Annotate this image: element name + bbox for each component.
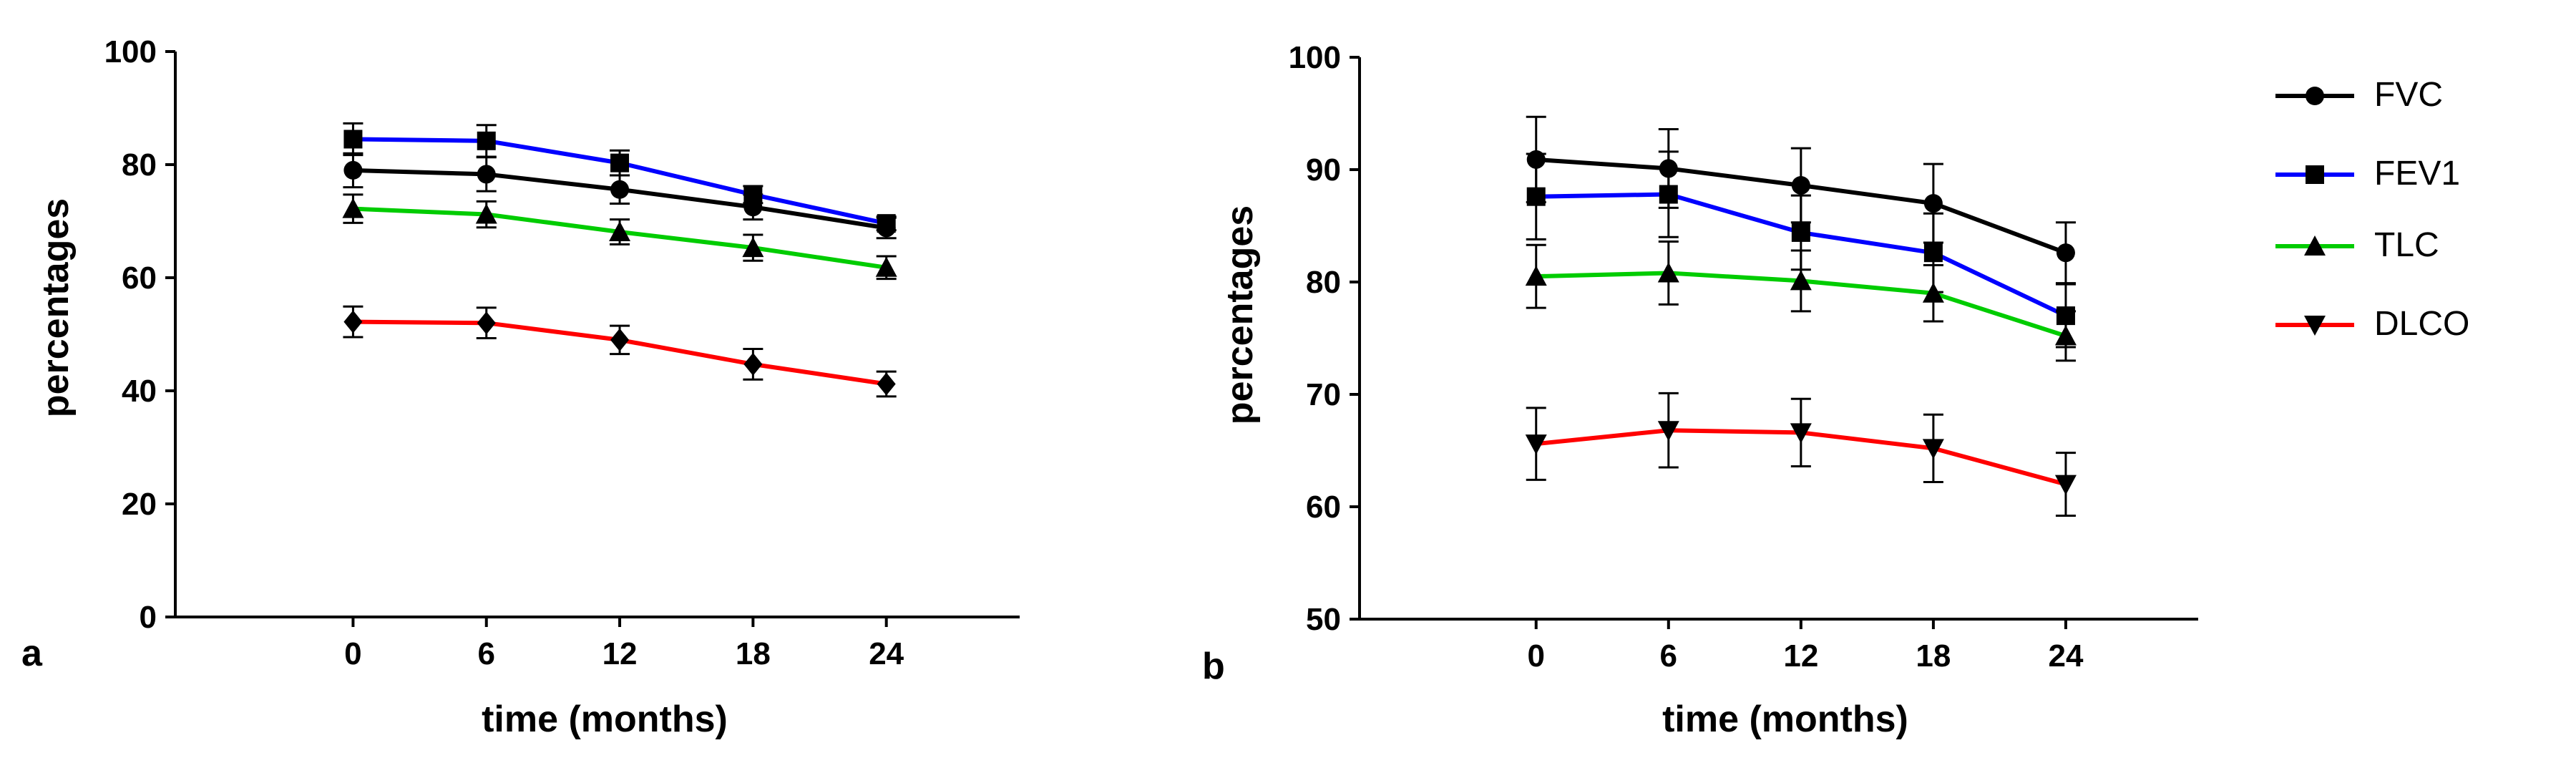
data-point (610, 328, 630, 351)
data-point (1790, 270, 1812, 291)
y-axis-label: percentages (1219, 205, 1261, 424)
x-tick-label: 6 (1660, 638, 1677, 674)
legend-item-fev1 (2275, 165, 2354, 184)
panel-label-b: b (1202, 646, 1225, 687)
series-fev1 (343, 122, 897, 233)
data-point (1790, 423, 1812, 444)
x-tick-label: 24 (2048, 638, 2083, 674)
legend-label-fvc: FVC (2374, 76, 2443, 114)
legend-item-dlco (2275, 316, 2354, 336)
data-point (2054, 325, 2077, 346)
x-tick-label: 12 (1783, 638, 1818, 674)
data-point (1525, 434, 1547, 455)
y-tick-label: 40 (122, 374, 157, 409)
chart-panel-a: a time (months) percentages 020406080100… (21, 34, 1020, 740)
data-point (477, 311, 496, 335)
data-point (875, 256, 897, 277)
legend: FVC FEV1 TLC DLCO (2275, 76, 2469, 343)
y-tick-label: 60 (122, 261, 157, 296)
x-tick-label: 18 (736, 636, 771, 671)
series-dlco (343, 305, 897, 398)
y-tick-label: 50 (1306, 602, 1341, 637)
data-point (1657, 421, 1679, 442)
legend-label-dlco: DLCO (2374, 305, 2469, 343)
data-point (1791, 175, 1810, 195)
data-point (610, 180, 630, 199)
legend-label-fev1: FEV1 (2374, 155, 2460, 193)
data-point (343, 130, 363, 149)
x-tick-label: 12 (602, 636, 638, 671)
data-point (877, 214, 896, 233)
x-axis-label: time (months) (482, 699, 728, 740)
data-point (1923, 194, 1943, 213)
y-tick-label: 20 (122, 487, 157, 522)
legend-marker (2304, 316, 2326, 336)
y-tick-label: 80 (122, 147, 157, 183)
data-point (343, 160, 363, 180)
x-axis-label: time (months) (1662, 699, 1908, 740)
y-tick-label: 70 (1306, 377, 1341, 412)
data-point (343, 310, 363, 334)
y-tick-label: 100 (1289, 40, 1341, 75)
data-point (743, 352, 763, 376)
chart-panel-b: b time (months) percentages 506070809010… (1202, 40, 2198, 740)
data-point (1659, 185, 1678, 204)
data-point (475, 203, 497, 224)
data-point (1657, 262, 1679, 283)
data-point (2054, 475, 2077, 495)
y-axis-label: percentages (35, 198, 77, 417)
data-point (2056, 243, 2075, 263)
data-point (1525, 266, 1547, 286)
series-dlco (1525, 392, 2077, 517)
data-point (610, 153, 630, 172)
data-point (1922, 282, 1944, 303)
data-point (1791, 223, 1810, 242)
y-tick-label: 60 (1306, 490, 1341, 525)
x-tick-label: 6 (477, 636, 494, 671)
data-point (877, 372, 896, 396)
data-point (477, 165, 496, 184)
x-tick-label: 0 (1527, 638, 1544, 674)
legend-item-tlc (2275, 235, 2354, 256)
legend-marker (2304, 235, 2326, 256)
y-tick-label: 0 (140, 600, 157, 635)
series-fvc (343, 152, 897, 240)
data-point (609, 221, 631, 242)
legend-marker (2306, 165, 2324, 184)
y-tick-label: 90 (1306, 152, 1341, 188)
series-tlc (342, 193, 897, 281)
legend-label-tlc: TLC (2374, 226, 2439, 264)
x-tick-label: 18 (1916, 638, 1951, 674)
legend-item-fvc (2275, 87, 2354, 105)
panel-label-a: a (21, 633, 43, 674)
data-point (1526, 187, 1546, 206)
data-point (743, 185, 763, 204)
legend-marker (2306, 87, 2324, 105)
data-point (1922, 439, 1944, 460)
y-tick-label: 100 (104, 34, 157, 69)
data-point (477, 131, 496, 150)
data-point (342, 198, 364, 218)
x-tick-label: 24 (869, 636, 904, 671)
data-point (1923, 243, 1943, 263)
y-tick-label: 80 (1306, 265, 1341, 300)
series-tlc (1525, 240, 2077, 362)
data-point (742, 237, 764, 258)
x-tick-label: 0 (344, 636, 361, 671)
